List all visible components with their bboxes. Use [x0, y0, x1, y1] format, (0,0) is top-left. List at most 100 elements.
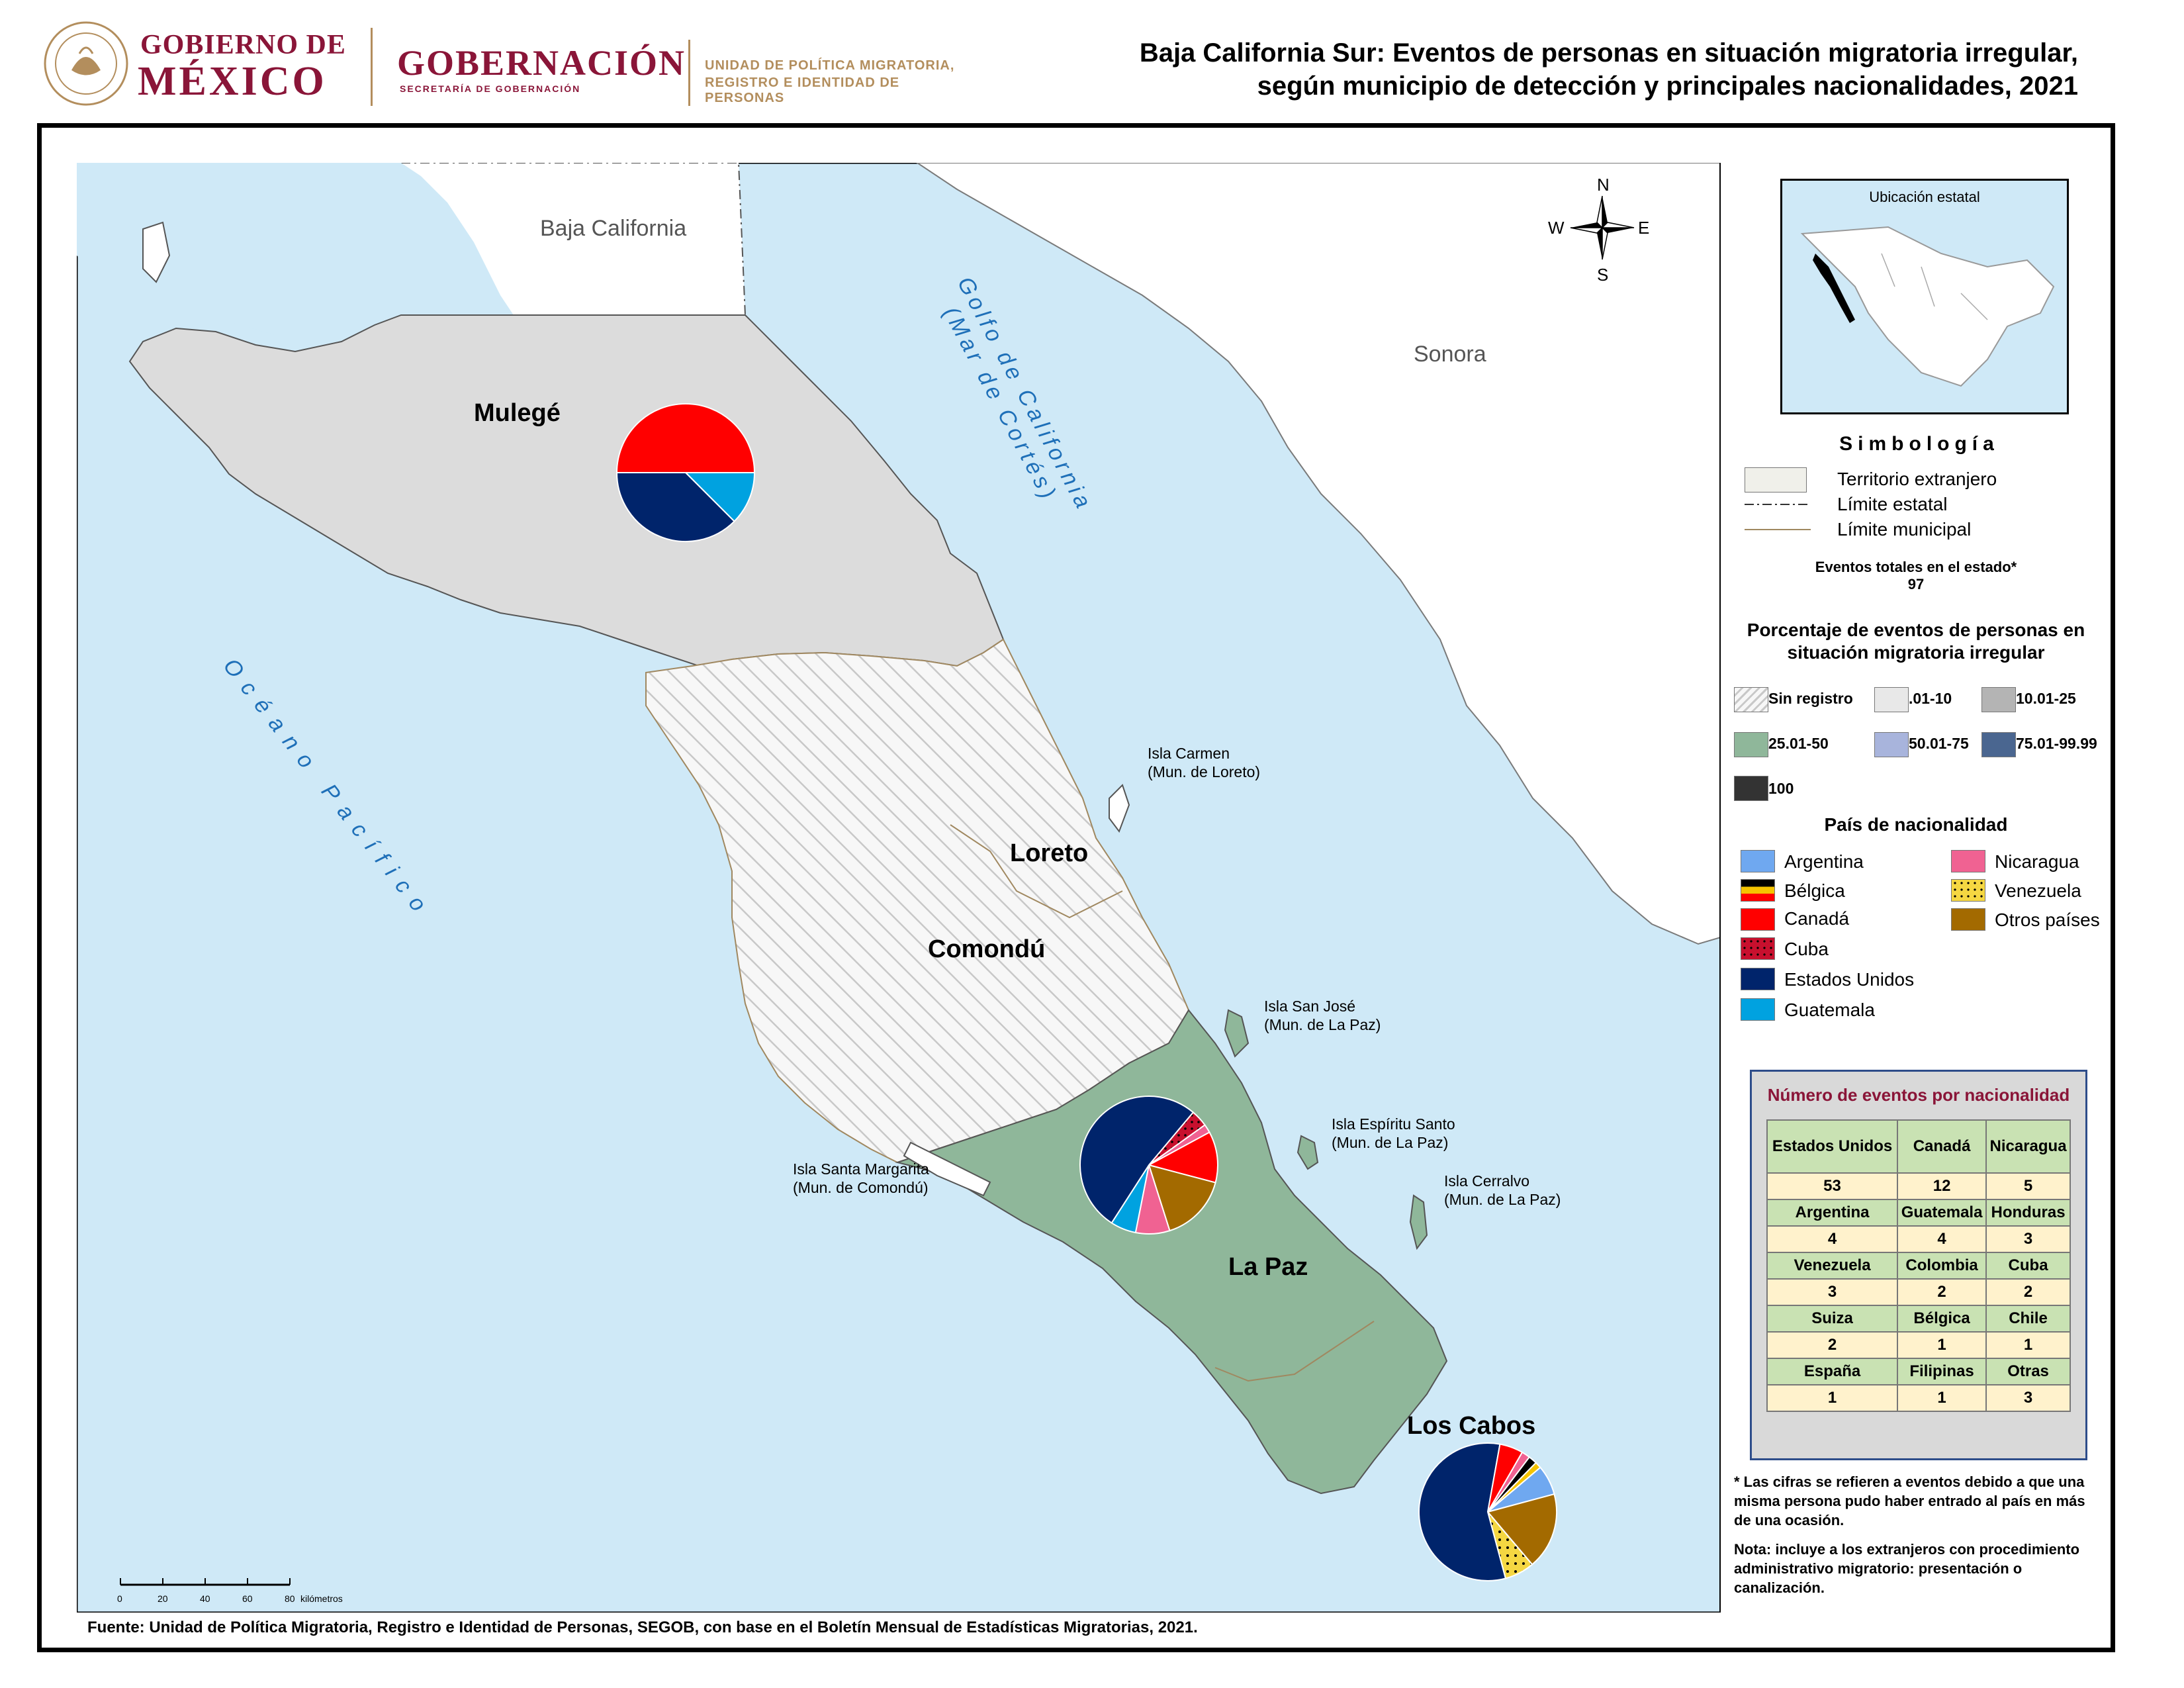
- total-value: 97: [1907, 576, 1925, 592]
- count-country-cell: Filipinas: [1897, 1358, 1987, 1385]
- pie-slice-otros-países: [1486, 1493, 1557, 1566]
- pct-label-10-25: 10.01-25: [2016, 690, 2076, 707]
- count-header-row: Argentina Guatemala Honduras: [1766, 1199, 2071, 1227]
- mexico-label: MÉXICO: [138, 59, 327, 104]
- sonora-region: [916, 163, 1721, 945]
- nat-label-cuba: Cuba: [1784, 939, 1829, 959]
- nat-swatch-venezuela: [1951, 879, 1985, 902]
- coat-of-arms-seal: [44, 21, 128, 106]
- nat-swatch-guatemala: [1741, 998, 1775, 1021]
- count-value-cell: 4: [1766, 1225, 1899, 1253]
- isla-carmen-label: Isla Carmen: [1148, 745, 1230, 762]
- count-value-cell: 1: [1897, 1331, 1987, 1359]
- count-country-cell: Canadá: [1897, 1119, 1987, 1174]
- pct-swatch-100: [1734, 776, 1768, 801]
- scale-tick-80: 80: [285, 1593, 295, 1604]
- compass-e: E: [1638, 218, 1649, 238]
- compass-s: S: [1597, 265, 1608, 285]
- scale-tick-20: 20: [158, 1593, 168, 1604]
- loreto-label: Loreto: [1010, 839, 1088, 867]
- nat-swatch-nicaragua: [1951, 850, 1985, 872]
- limite-municipal-symbol: [1745, 529, 1811, 530]
- pct-label-01-10: .01-10: [1909, 690, 1952, 707]
- pct-swatch-50-75: [1874, 732, 1909, 757]
- scale-tick-40: 40: [200, 1593, 210, 1604]
- count-country-cell: Venezuela: [1766, 1252, 1899, 1280]
- pie-slice-otros-países: [1148, 1164, 1216, 1232]
- pct-swatch-75-99: [1981, 732, 2016, 757]
- nat-label-guatemala: Guatemala: [1784, 1000, 1875, 1020]
- pie-slice-estados-unidos: [1418, 1442, 1507, 1581]
- secretaria-label: SECRETARÍA DE GOBERNACIÓN: [400, 83, 581, 94]
- count-table-box: Número de eventos por nacionalidad Estad…: [1750, 1070, 2087, 1460]
- count-header-row: Estados Unidos Canadá Nicaragua: [1766, 1119, 2071, 1174]
- count-value-row: 53 12 5: [1766, 1172, 2071, 1200]
- isla-san-jose: [1224, 1009, 1250, 1058]
- isla-margarita-label: Isla Santa Margarita: [793, 1160, 929, 1178]
- nat-swatch-canada: [1741, 908, 1775, 931]
- count-country-cell: Nicaragua: [1985, 1119, 2071, 1174]
- nat-swatch-otros: [1951, 908, 1985, 931]
- upm-line1: UNIDAD DE POLÍTICA MIGRATORIA,: [705, 58, 955, 73]
- nat-title: País de nacionalidad: [1824, 814, 2008, 835]
- legend-panel: Ubicación estatal Simbología Territorio …: [1721, 163, 2111, 1606]
- pie-los-cabos: [1418, 1442, 1557, 1581]
- mulege-label: Mulegé: [474, 399, 561, 427]
- compass-rose-icon: N S E W: [1548, 175, 1649, 285]
- count-header-row: Suiza Bélgica Chile: [1766, 1305, 2071, 1333]
- isla-margarita-mun: (Mun. de Comondú): [793, 1179, 929, 1196]
- isla-carmen-mun: (Mun. de Loreto): [1148, 763, 1260, 780]
- count-value-cell: 2: [1897, 1278, 1987, 1306]
- compass-w: W: [1548, 218, 1565, 238]
- inset-mexico-outline: [1800, 226, 2055, 387]
- pct-label-100: 100: [1768, 780, 1794, 797]
- count-value-cell: 12: [1897, 1172, 1987, 1200]
- limite-municipal-label: Límite municipal: [1837, 519, 1972, 539]
- pct-label-50-75: 50.01-75: [1909, 735, 1969, 752]
- map-title: Baja California Sur: Eventos de personas…: [953, 36, 2078, 103]
- inset-map: Ubicación estatal: [1780, 179, 2069, 414]
- count-value-cell: 5: [1985, 1172, 2071, 1200]
- los-cabos-boundary: [1214, 1321, 1375, 1382]
- map-frame: [37, 123, 2115, 1652]
- gobierno-de-label: GOBIERNO DE: [140, 30, 346, 60]
- count-country-cell: Estados Unidos: [1766, 1119, 1899, 1174]
- pie-slice-estados-unidos: [1079, 1096, 1195, 1224]
- count-value-cell: 2: [1766, 1331, 1899, 1359]
- count-country-cell: Guatemala: [1897, 1199, 1987, 1227]
- count-value-cell: 1: [1897, 1384, 1987, 1412]
- nat-swatch-estados-unidos: [1741, 968, 1775, 990]
- header-logos: GOBIERNO DE MÉXICO GOBERNACIÓN SECRETARÍ…: [40, 13, 966, 119]
- isla-cerralvo: [1409, 1194, 1428, 1250]
- count-country-cell: Cuba: [1985, 1252, 2071, 1280]
- count-country-cell: Bélgica: [1897, 1305, 1987, 1333]
- nat-label-estados-unidos: Estados Unidos: [1784, 969, 1915, 990]
- pct-swatch-sin-registro: [1734, 687, 1768, 712]
- pct-title-1: Porcentaje de eventos de personas en: [1747, 620, 2085, 640]
- isla-cerralvo-label: Isla Cerralvo: [1444, 1172, 1529, 1190]
- nota: Nota: incluye a los extranjeros con proc…: [1734, 1541, 2080, 1596]
- map-canvas: Baja California Sonora Golfo de Californ…: [77, 163, 1721, 1613]
- pie-slice-canadá: [615, 403, 756, 473]
- municipal-boundary-line: [950, 824, 1123, 919]
- count-value-cell: 3: [1985, 1225, 2071, 1253]
- simbologia-title: Simbología: [1839, 433, 1999, 455]
- isla-cerralvo-mun: (Mun. de La Paz): [1444, 1191, 1561, 1208]
- comondu-label: Comondú: [928, 935, 1045, 963]
- nat-label-otros: Otros países: [1995, 910, 2100, 930]
- pct-label-75-99: 75.01-99.99: [2016, 735, 2097, 752]
- pie-la-paz: [1079, 1096, 1218, 1235]
- isla-espiritu-mun: (Mun. de La Paz): [1332, 1134, 1448, 1151]
- pie-slice-canadá: [1147, 1131, 1218, 1184]
- gobernacion-label: GOBERNACIÓN: [397, 43, 686, 83]
- count-table-title: Número de eventos por nacionalidad: [1767, 1085, 2070, 1105]
- nat-label-belgica: Bélgica: [1784, 880, 1845, 901]
- nat-swatch-argentina: [1741, 850, 1775, 872]
- nat-swatch-belgica: [1741, 879, 1775, 902]
- nat-label-venezuela: Venezuela: [1995, 880, 2081, 901]
- nat-swatch-cuba: [1741, 937, 1775, 960]
- logo-divider-2: [688, 40, 690, 106]
